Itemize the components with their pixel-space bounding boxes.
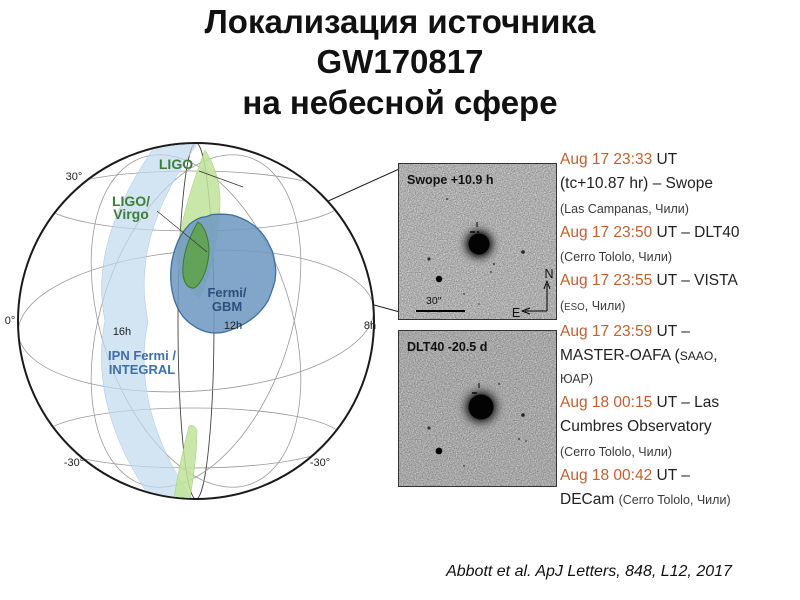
svg-text:30″: 30″ [426,295,442,307]
svg-text:N: N [544,267,553,281]
svg-text:DLT40 -20.5 d: DLT40 -20.5 d [407,340,487,354]
svg-text:30°: 30° [66,171,83,183]
svg-text:8h: 8h [364,320,376,332]
svg-text:Swope +10.9 h: Swope +10.9 h [407,173,494,187]
svg-text:LIGO: LIGO [159,156,193,172]
svg-text:-30°: -30° [310,457,330,469]
svg-text:12h: 12h [224,320,242,332]
svg-text:IPN Fermi /: IPN Fermi / [108,348,176,363]
svg-text:E: E [512,306,520,319]
svg-text:INTEGRAL: INTEGRAL [109,362,176,377]
svg-text:-30°: -30° [64,457,84,469]
svg-text:16h: 16h [113,326,131,338]
svg-text:Virgo: Virgo [113,206,149,222]
svg-text:Fermi/: Fermi/ [207,285,246,300]
svg-text:GBM: GBM [212,299,242,314]
svg-text:0°: 0° [5,315,16,327]
